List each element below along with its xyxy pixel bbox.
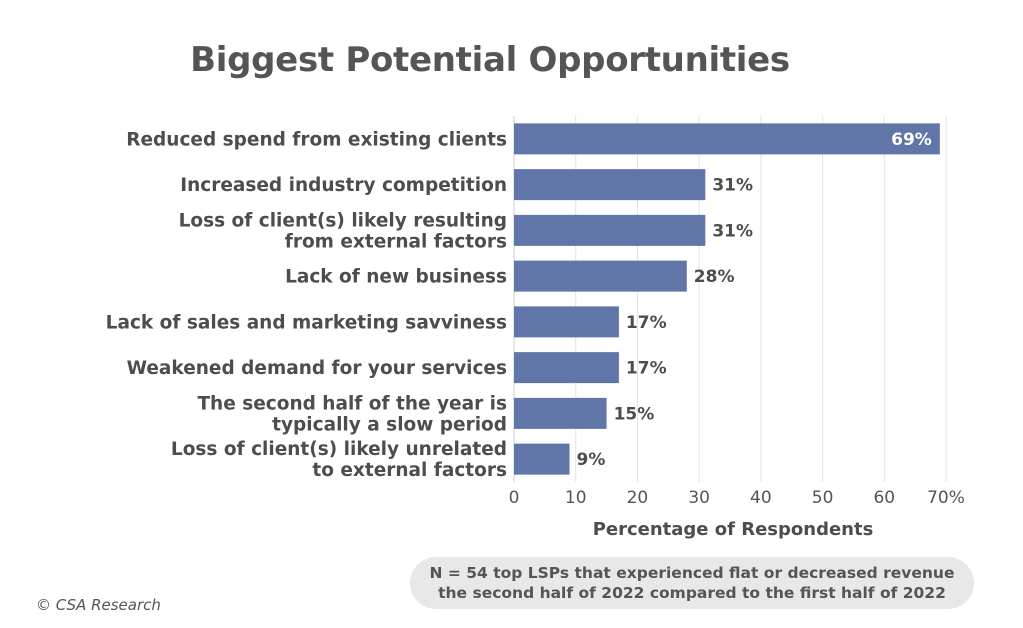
data-label: 9% — [577, 450, 606, 470]
category-label: from external factors — [285, 231, 507, 252]
chart-title: Biggest Potential Opportunities — [190, 40, 790, 80]
category-label: Loss of client(s) likely resulting — [179, 210, 507, 231]
data-label: 31% — [712, 176, 753, 196]
category-label: to external factors — [312, 460, 507, 481]
category-label: Increased industry competition — [180, 175, 507, 196]
x-tick-label: 0 — [509, 488, 520, 508]
category-label: Weakened demand for your services — [127, 358, 507, 379]
sample-size-note-line-2: the second half of 2022 compared to the … — [438, 584, 946, 602]
bar — [514, 123, 940, 155]
sample-size-note: N = 54 top LSPs that experienced flat or… — [410, 557, 974, 609]
bar — [514, 169, 706, 201]
copyright-notice: © CSA Research — [36, 596, 161, 614]
data-label: 28% — [694, 267, 735, 287]
data-label: 17% — [626, 359, 667, 379]
x-tick-label: 60 — [873, 488, 895, 508]
bar — [514, 306, 619, 338]
data-label: 17% — [626, 313, 667, 333]
bar — [514, 214, 706, 246]
category-label: typically a slow period — [272, 414, 507, 435]
category-label: Reduced spend from existing clients — [126, 129, 507, 150]
x-tick-label: 40 — [750, 488, 772, 508]
data-label: 31% — [712, 221, 753, 241]
bar — [514, 397, 607, 429]
x-tick-label: 20 — [627, 488, 649, 508]
category-label: The second half of the year is — [197, 393, 507, 414]
bar — [514, 260, 687, 292]
sample-size-note-line-1: N = 54 top LSPs that experienced flat or… — [429, 564, 955, 582]
x-tick-label: 10 — [565, 488, 587, 508]
category-label: Loss of client(s) likely unrelated — [171, 439, 507, 460]
x-tick-label: 70% — [927, 488, 965, 508]
category-label: Lack of sales and marketing savviness — [106, 312, 507, 333]
x-tick-label: 50 — [812, 488, 834, 508]
bar — [514, 443, 570, 475]
data-label: 15% — [614, 404, 655, 424]
x-axis-title: Percentage of Respondents — [593, 519, 874, 540]
data-label: 69% — [891, 130, 932, 150]
category-label: Lack of new business — [285, 267, 507, 288]
x-tick-label: 30 — [688, 488, 710, 508]
bar — [514, 352, 619, 384]
